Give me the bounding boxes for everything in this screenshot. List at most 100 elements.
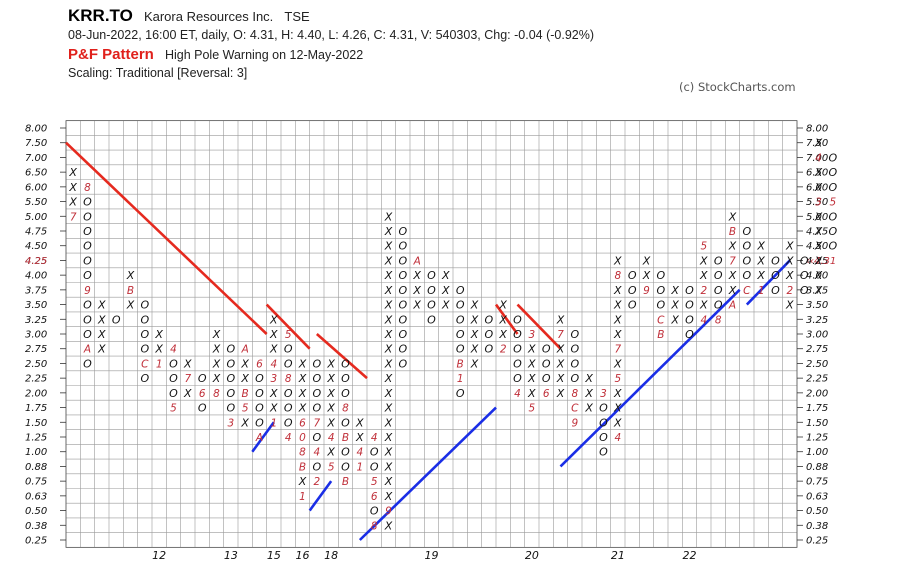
x-box: X bbox=[384, 357, 393, 370]
y-tick-label-left: 0.38 bbox=[25, 521, 47, 532]
resistance-trendline bbox=[65, 141, 268, 335]
month-marker: 9 bbox=[643, 285, 650, 297]
x-box: X bbox=[240, 357, 249, 370]
o-box: O bbox=[198, 402, 207, 415]
x-box: X bbox=[584, 402, 593, 415]
month-marker: B bbox=[657, 329, 664, 341]
month-marker: 1 bbox=[457, 373, 464, 385]
o-box: O bbox=[828, 166, 837, 179]
ticker-symbol: KRR.TO bbox=[68, 6, 133, 25]
x-box: X bbox=[384, 490, 393, 503]
x-box: X bbox=[498, 313, 507, 326]
month-marker: 5 bbox=[285, 329, 292, 341]
pattern-label: P&F Pattern bbox=[68, 46, 154, 63]
o-box: O bbox=[771, 269, 780, 282]
x-box: X bbox=[183, 357, 192, 370]
x-box: X bbox=[326, 372, 335, 385]
y-tick-label-right: 7.00 bbox=[806, 153, 828, 164]
month-marker: B bbox=[342, 432, 349, 444]
month-marker: 8 bbox=[571, 388, 578, 400]
month-marker: 2 bbox=[313, 476, 320, 488]
o-box: O bbox=[456, 284, 465, 297]
o-box: O bbox=[570, 343, 579, 356]
y-tick-label-left: 1.50 bbox=[25, 418, 47, 429]
x-box: X bbox=[384, 416, 393, 429]
x-box: X bbox=[384, 372, 393, 385]
y-tick-label-left: 5.00 bbox=[25, 212, 47, 223]
o-box: O bbox=[370, 505, 379, 518]
x-box: X bbox=[441, 299, 450, 312]
y-tick-label-right: 0.25 bbox=[806, 536, 828, 547]
o-box: O bbox=[83, 299, 92, 312]
x-box: X bbox=[298, 387, 307, 400]
x-box: X bbox=[613, 299, 622, 312]
o-box: O bbox=[341, 446, 350, 459]
month-marker: 4 bbox=[270, 358, 277, 370]
x-box: X bbox=[326, 446, 335, 459]
resistance-trendline bbox=[315, 333, 368, 380]
o-box: O bbox=[742, 240, 751, 253]
o-box: O bbox=[226, 357, 235, 370]
month-marker: 2 bbox=[786, 285, 793, 297]
o-box: O bbox=[140, 328, 149, 341]
o-box: O bbox=[112, 313, 121, 326]
y-tick-label-right: 0.88 bbox=[806, 462, 828, 473]
o-box: O bbox=[484, 328, 493, 341]
x-box: X bbox=[728, 210, 737, 223]
o-box: O bbox=[800, 269, 809, 282]
month-marker: A bbox=[255, 432, 263, 444]
o-box: O bbox=[484, 343, 493, 356]
month-marker: 9 bbox=[385, 506, 392, 518]
x-box: X bbox=[68, 181, 77, 194]
month-marker: A bbox=[413, 255, 421, 267]
o-box: O bbox=[312, 372, 321, 385]
o-box: O bbox=[628, 269, 637, 282]
o-box: O bbox=[427, 284, 436, 297]
o-box: O bbox=[456, 313, 465, 326]
y-tick-label-right: 3.75 bbox=[806, 285, 828, 296]
o-box: O bbox=[398, 225, 407, 238]
y-tick-label-left: 8.00 bbox=[25, 124, 47, 135]
x-box: X bbox=[298, 475, 307, 488]
o-box: O bbox=[742, 254, 751, 267]
x-box: X bbox=[498, 299, 507, 312]
o-box: O bbox=[398, 357, 407, 370]
x-box: X bbox=[642, 254, 651, 267]
x-box: X bbox=[212, 343, 221, 356]
copyright-text: (c) StockCharts.com bbox=[679, 80, 796, 94]
y-tick-label-left: 2.50 bbox=[25, 359, 47, 370]
resistance-trendline bbox=[494, 303, 519, 335]
x-box: X bbox=[699, 299, 708, 312]
x-box: X bbox=[613, 387, 622, 400]
y-tick-label-left: 3.50 bbox=[25, 300, 47, 311]
pattern-text: High Pole Warning on 12-May-2022 bbox=[164, 48, 364, 62]
o-box: O bbox=[255, 372, 264, 385]
month-marker: 6 bbox=[199, 388, 206, 400]
y-tick-label-right: 2.75 bbox=[806, 344, 828, 355]
x-box: X bbox=[699, 269, 708, 282]
y-tick-label-left: 7.00 bbox=[25, 153, 47, 164]
o-box: O bbox=[312, 387, 321, 400]
month-marker: 1 bbox=[356, 461, 363, 473]
month-marker: 4 bbox=[815, 152, 822, 164]
x-box: X bbox=[613, 357, 622, 370]
year-label: 15 bbox=[267, 549, 281, 562]
month-marker: 4 bbox=[371, 432, 378, 444]
x-box: X bbox=[814, 284, 823, 297]
x-box: X bbox=[441, 269, 450, 282]
x-box: X bbox=[584, 372, 593, 385]
y-tick-label-right: 3.25 bbox=[806, 315, 828, 326]
x-box: X bbox=[470, 328, 479, 341]
y-tick-label-left: 0.63 bbox=[25, 491, 47, 502]
x-box: X bbox=[269, 343, 278, 356]
x-box: X bbox=[613, 254, 622, 267]
x-box: X bbox=[756, 240, 765, 253]
month-marker: 7 bbox=[184, 373, 191, 385]
x-box: X bbox=[384, 225, 393, 238]
company-name: Karora Resources Inc. bbox=[143, 9, 274, 24]
o-box: O bbox=[599, 416, 608, 429]
year-label: 13 bbox=[224, 549, 238, 562]
x-box: X bbox=[613, 313, 622, 326]
x-box: X bbox=[556, 313, 565, 326]
o-box: O bbox=[828, 181, 837, 194]
